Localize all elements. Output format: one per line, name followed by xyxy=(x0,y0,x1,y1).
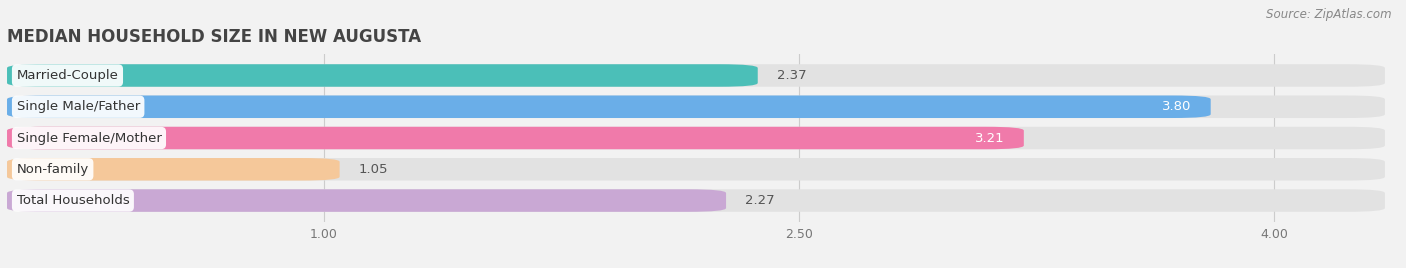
Text: 3.21: 3.21 xyxy=(976,132,1005,144)
FancyBboxPatch shape xyxy=(7,95,1385,118)
FancyBboxPatch shape xyxy=(7,158,340,181)
Text: Single Female/Mother: Single Female/Mother xyxy=(17,132,162,144)
FancyBboxPatch shape xyxy=(7,64,758,87)
Text: Single Male/Father: Single Male/Father xyxy=(17,100,139,113)
FancyBboxPatch shape xyxy=(7,64,1385,87)
Text: MEDIAN HOUSEHOLD SIZE IN NEW AUGUSTA: MEDIAN HOUSEHOLD SIZE IN NEW AUGUSTA xyxy=(7,28,422,46)
Text: 2.37: 2.37 xyxy=(776,69,807,82)
FancyBboxPatch shape xyxy=(7,95,1211,118)
Text: 1.05: 1.05 xyxy=(359,163,388,176)
FancyBboxPatch shape xyxy=(7,158,1385,181)
FancyBboxPatch shape xyxy=(7,127,1024,149)
Text: Total Households: Total Households xyxy=(17,194,129,207)
Text: 3.80: 3.80 xyxy=(1163,100,1192,113)
FancyBboxPatch shape xyxy=(7,189,725,212)
Text: Non-family: Non-family xyxy=(17,163,89,176)
Text: 2.27: 2.27 xyxy=(745,194,775,207)
FancyBboxPatch shape xyxy=(7,127,1385,149)
Text: Married-Couple: Married-Couple xyxy=(17,69,118,82)
FancyBboxPatch shape xyxy=(7,189,1385,212)
Text: Source: ZipAtlas.com: Source: ZipAtlas.com xyxy=(1267,8,1392,21)
